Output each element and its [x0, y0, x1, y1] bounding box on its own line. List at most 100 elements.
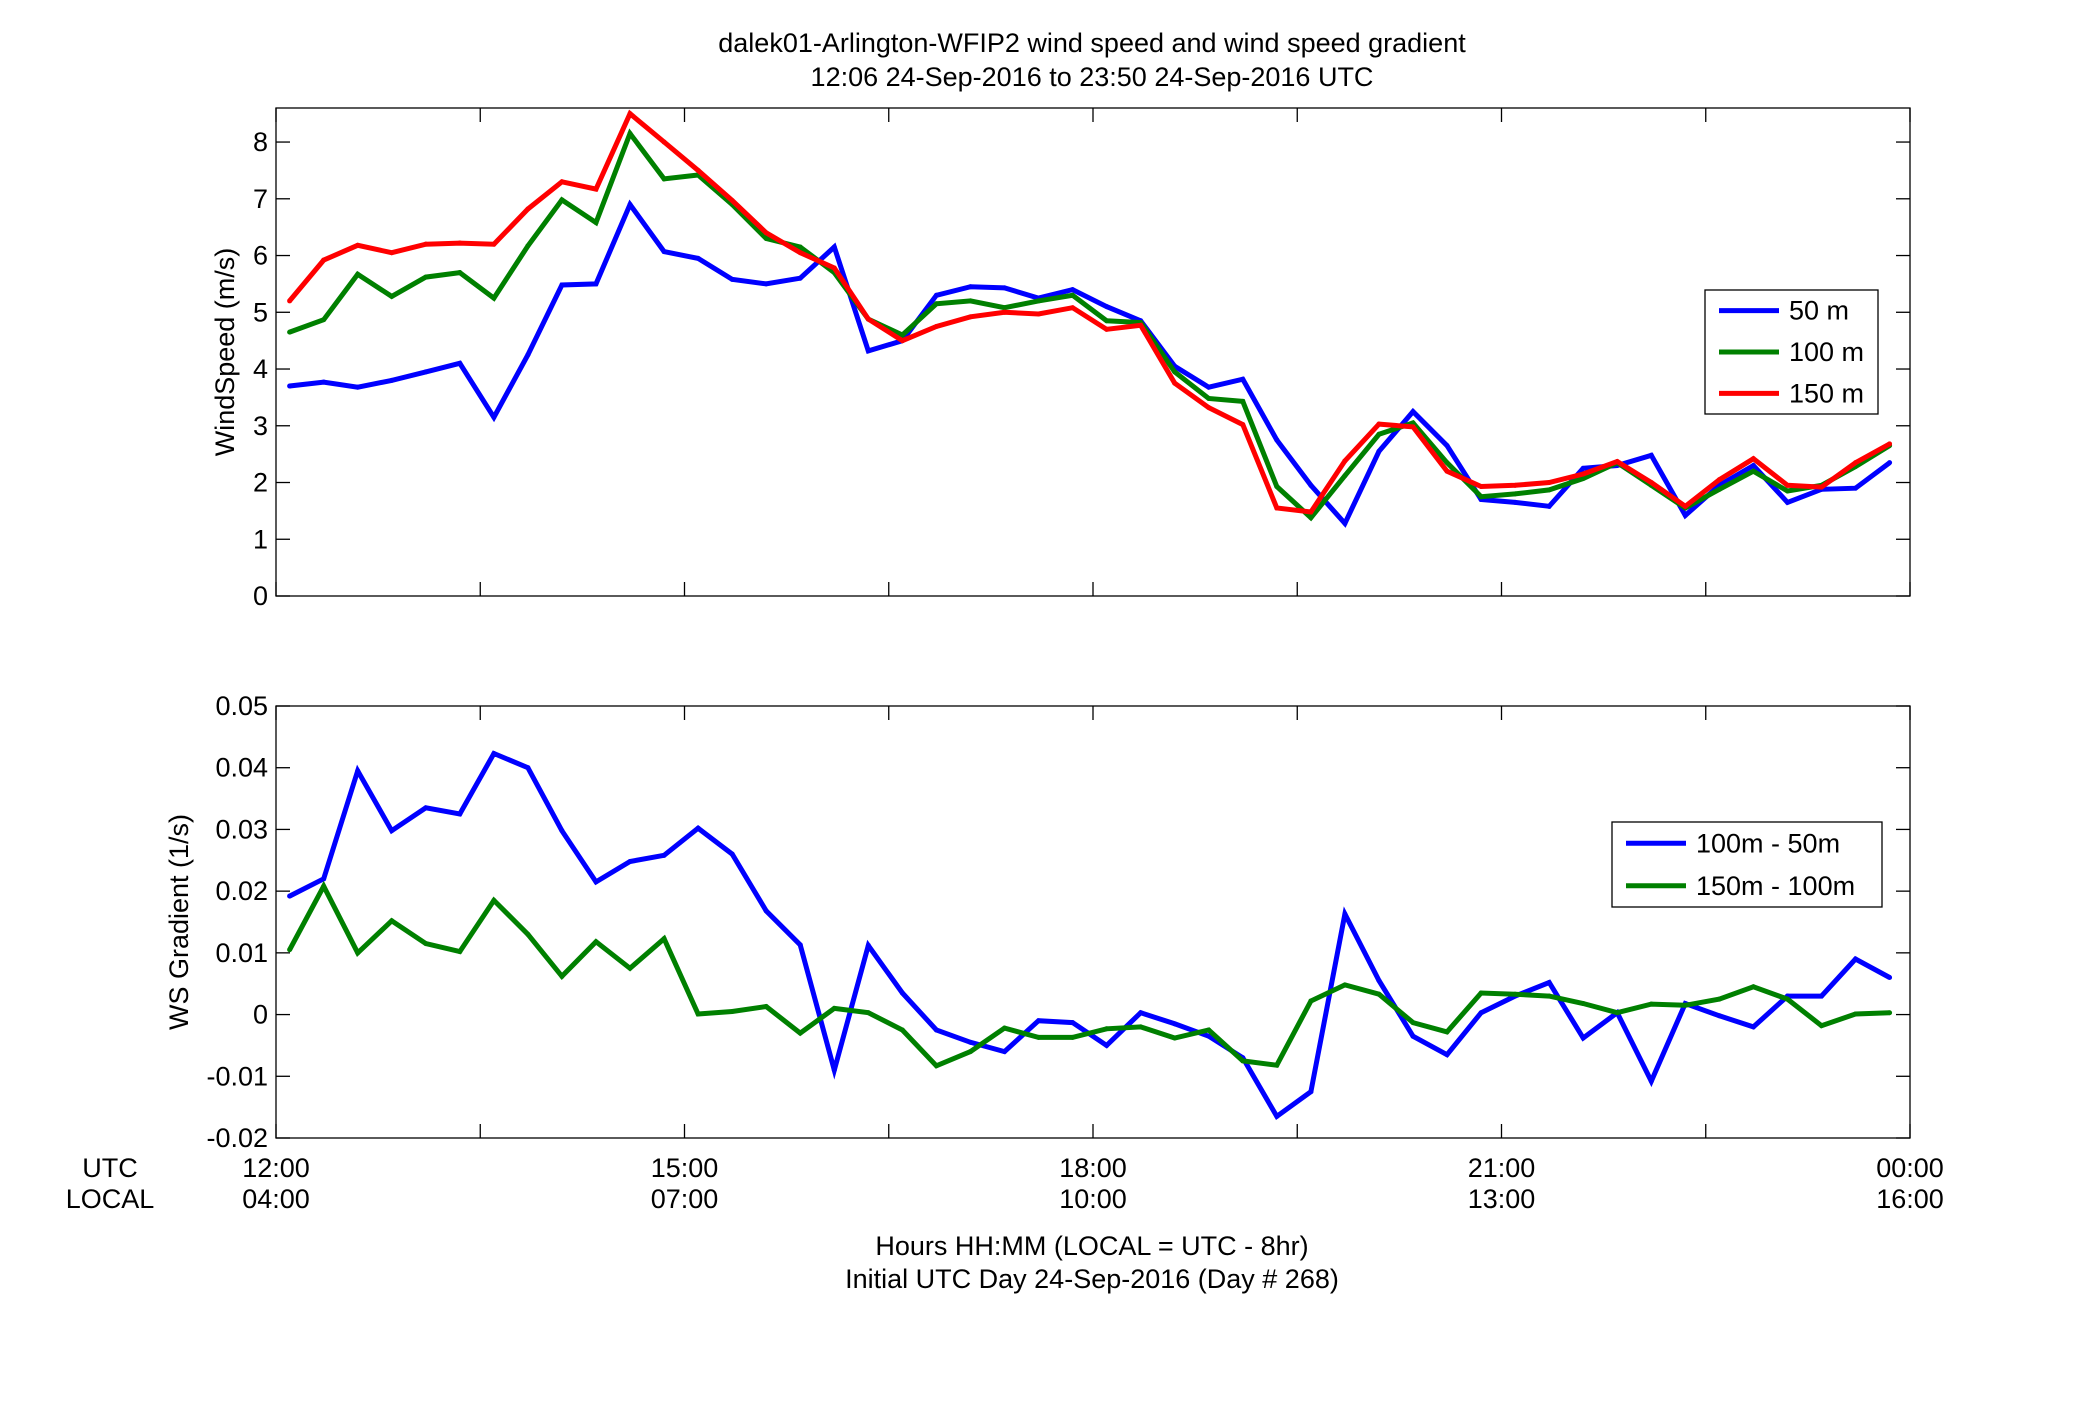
data-point-150m-100m — [831, 1005, 837, 1011]
legend-label: 100 m — [1789, 337, 1864, 367]
data-point-150-m — [1410, 424, 1416, 430]
data-point-50-m — [1546, 503, 1552, 509]
data-point-50-m — [423, 369, 429, 375]
data-point-100m-50m — [831, 1067, 837, 1073]
data-point-100-m — [355, 271, 361, 277]
data-point-100-m — [1172, 369, 1178, 375]
data-point-100m-50m — [423, 805, 429, 811]
data-point-150-m — [1614, 459, 1620, 465]
data-point-150-m — [1342, 458, 1348, 464]
data-point-150m-100m — [1206, 1027, 1212, 1033]
data-point-50-m — [729, 276, 735, 282]
data-point-100-m — [593, 220, 599, 226]
data-point-150m-100m — [1853, 1011, 1859, 1017]
data-point-100m-50m — [1716, 1013, 1722, 1019]
data-point-50-m — [287, 383, 293, 389]
data-point-100-m — [1716, 486, 1722, 492]
data-point-150m-100m — [1001, 1025, 1007, 1031]
y-tick-label: 0.05 — [215, 691, 268, 721]
local-tick-label: 04:00 — [242, 1184, 310, 1214]
data-point-150m-100m — [899, 1027, 905, 1033]
legend-label: 100m - 50m — [1696, 828, 1840, 858]
data-point-50-m — [1070, 287, 1076, 293]
data-point-100-m — [1580, 476, 1586, 482]
data-point-150m-100m — [1750, 984, 1756, 990]
data-point-50-m — [967, 284, 973, 290]
chart-title-line2: 12:06 24-Sep-2016 to 23:50 24-Sep-2016 U… — [811, 62, 1374, 92]
data-point-100m-50m — [1410, 1033, 1416, 1039]
data-point-100-m — [1206, 396, 1212, 402]
data-point-150-m — [593, 186, 599, 192]
series-line-150-m — [287, 109, 1891, 515]
data-point-100m-50m — [1206, 1033, 1212, 1039]
wind-speed-panel: 0 1 2 3 4 5 6 7 8 WindSpeed (m/s) 50 m 100 m 150 m — [210, 107, 1911, 611]
legend-label: 150m - 100m — [1696, 871, 1855, 901]
local-row-label: LOCAL — [66, 1184, 155, 1214]
data-point-150m-100m — [1070, 1034, 1076, 1040]
y-tick-label: 0.01 — [215, 938, 268, 968]
ws-gradient-panel: -0.02 -0.01 0 0.01 0.02 0.03 0.04 0.05 WS Gradie… — [164, 691, 1911, 1153]
data-point-150m-100m — [967, 1049, 973, 1055]
data-point-100m-50m — [321, 876, 327, 882]
data-point-150m-100m — [695, 1011, 701, 1017]
data-point-150-m — [1887, 441, 1893, 447]
data-point-150-m — [1308, 509, 1314, 515]
data-point-100-m — [1104, 318, 1110, 324]
data-point-100m-50m — [865, 942, 871, 948]
y-tick-label: -0.01 — [206, 1061, 268, 1091]
legend-label: 150 m — [1789, 378, 1864, 408]
data-point-150-m — [1648, 480, 1654, 486]
data-point-100-m — [321, 317, 327, 323]
data-point-150-m — [1070, 305, 1076, 311]
data-point-100-m — [1274, 483, 1280, 489]
data-point-50-m — [491, 414, 497, 420]
data-point-50-m — [1308, 482, 1314, 488]
y-tick-label: 5 — [253, 297, 268, 327]
utc-tick-label: 15:00 — [651, 1153, 719, 1183]
data-point-150-m — [491, 241, 497, 247]
data-point-150-m — [457, 240, 463, 246]
data-point-100m-50m — [1648, 1078, 1654, 1084]
data-point-150-m — [1682, 503, 1688, 509]
data-point-50-m — [1682, 512, 1688, 518]
data-point-50-m — [831, 244, 837, 250]
data-point-150m-100m — [457, 949, 463, 955]
y-tick-label: 1 — [253, 524, 268, 554]
data-point-100-m — [1001, 305, 1007, 311]
data-point-150-m — [1853, 460, 1859, 466]
data-point-100m-50m — [1546, 979, 1552, 985]
data-point-150m-100m — [1580, 1000, 1586, 1006]
data-point-150-m — [1784, 482, 1790, 488]
data-point-100-m — [1308, 515, 1314, 521]
local-tick-label: 10:00 — [1059, 1184, 1127, 1214]
data-point-150m-100m — [1478, 990, 1484, 996]
data-point-100m-50m — [627, 859, 633, 865]
data-point-50-m — [1444, 443, 1450, 449]
data-point-100-m — [1036, 298, 1042, 304]
data-point-100-m — [1070, 292, 1076, 298]
data-point-100m-50m — [1070, 1020, 1076, 1026]
data-point-150m-100m — [1376, 991, 1382, 997]
data-point-100-m — [423, 274, 429, 280]
data-point-100m-50m — [1172, 1021, 1178, 1027]
data-point-150-m — [1478, 483, 1484, 489]
data-point-150m-100m — [933, 1063, 939, 1069]
data-point-150m-100m — [1240, 1058, 1246, 1064]
data-point-100m-50m — [355, 768, 361, 774]
data-point-100-m — [1342, 473, 1348, 479]
data-point-100m-50m — [899, 990, 905, 996]
data-point-50-m — [457, 360, 463, 366]
data-point-50-m — [1648, 452, 1654, 458]
data-point-150m-100m — [559, 973, 565, 979]
y-tick-label: 0.02 — [215, 876, 268, 906]
data-point-50-m — [1104, 304, 1110, 310]
data-point-100m-50m — [967, 1039, 973, 1045]
data-point-100-m — [287, 329, 293, 335]
y-tick-label: 0 — [253, 581, 268, 611]
y-tick-label: 0.04 — [215, 753, 268, 783]
data-point-150-m — [1274, 505, 1280, 511]
data-point-150m-100m — [593, 939, 599, 945]
data-point-150m-100m — [321, 883, 327, 889]
data-point-150-m — [1512, 482, 1518, 488]
